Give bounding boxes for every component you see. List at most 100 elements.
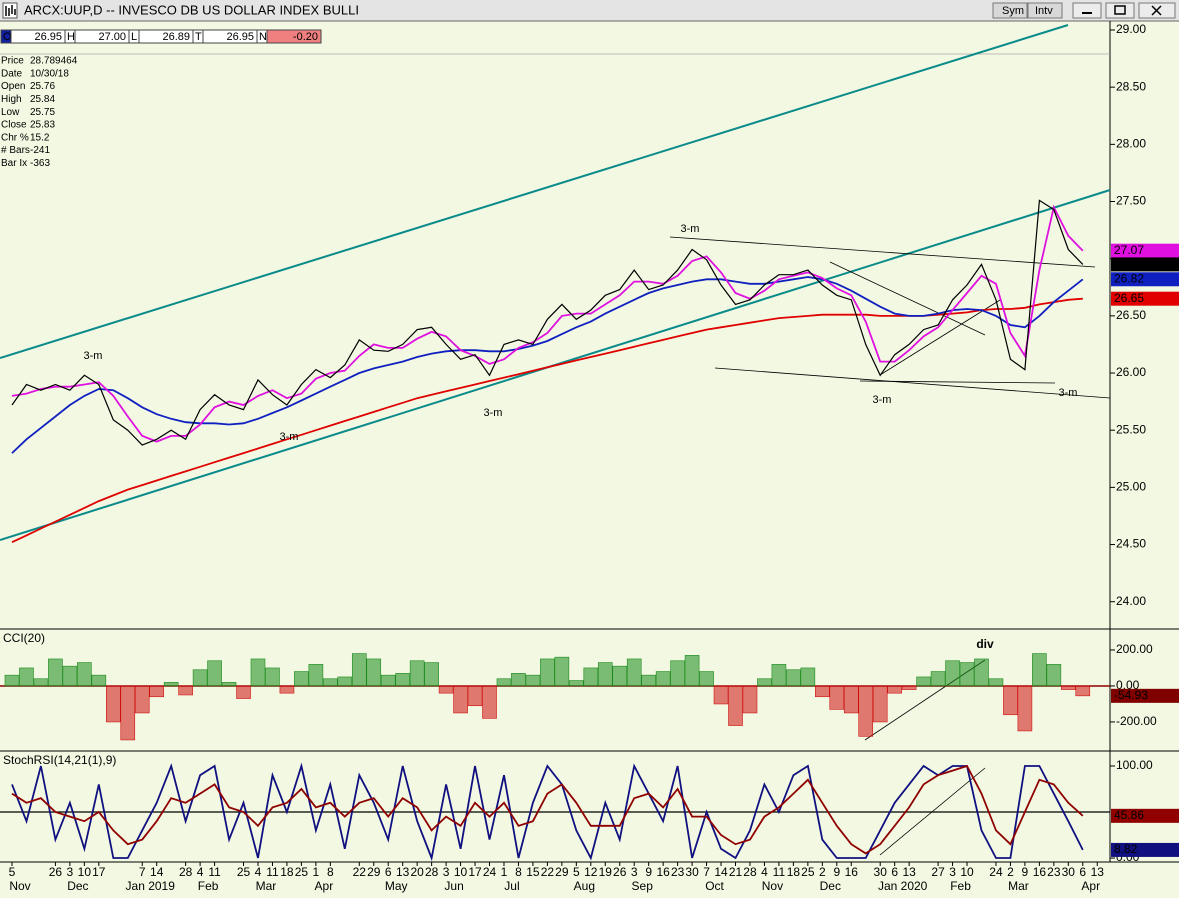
y-tick-label: 27.50 — [1116, 194, 1146, 208]
month-label: Jan 2019 — [126, 879, 176, 893]
cci-bar — [554, 656, 570, 687]
x-tick-label: 14 — [714, 865, 728, 879]
x-tick-label: 3 — [949, 865, 956, 879]
y-tick-label: 24.50 — [1116, 537, 1146, 551]
x-tick-label: 1 — [501, 865, 508, 879]
maximize-button[interactable] — [1105, 2, 1135, 19]
x-tick-label: 22 — [353, 865, 367, 879]
cci-bar — [1003, 685, 1018, 716]
cci-bar — [134, 685, 150, 714]
x-tick-label: 16 — [845, 865, 859, 879]
minimize-button[interactable] — [1072, 2, 1102, 19]
x-tick-label: 22 — [541, 865, 555, 879]
cci-bar — [757, 678, 772, 687]
x-tick-label: 11 — [208, 865, 221, 879]
series-line — [11, 276, 1084, 454]
cci-bar — [236, 685, 251, 699]
month-label: Oct — [705, 879, 724, 893]
trend-line — [829, 261, 986, 336]
cci-bar — [91, 674, 107, 687]
cci-bar — [901, 685, 917, 690]
cci-bar — [887, 685, 902, 694]
x-tick-label: 26 — [49, 865, 63, 879]
cci-bar — [62, 665, 78, 687]
x-tick-label: 9 — [1022, 865, 1029, 879]
x-tick-label: 29 — [555, 865, 569, 879]
x-tick-label: 21 — [729, 865, 743, 879]
month-label: May — [385, 879, 408, 893]
sym-button-label: Sym — [1002, 5, 1024, 17]
last-value-tag — [1111, 257, 1179, 272]
data-window-value: 25.76 — [30, 81, 55, 92]
month-label: Feb — [950, 879, 971, 893]
cci-bar — [815, 685, 830, 698]
cci-bar — [684, 655, 700, 687]
x-tick-label: 23 — [1047, 865, 1061, 879]
x-tick-label: 6 — [1079, 865, 1086, 879]
x-tick-label: 9 — [645, 865, 652, 879]
month-label: Dec — [820, 879, 841, 893]
cci-bar — [33, 678, 49, 687]
annotation: 3-m — [280, 431, 299, 443]
cci-bar — [540, 658, 555, 687]
cci-bar — [670, 660, 685, 687]
cci-bar — [583, 667, 599, 687]
cci-bar — [163, 682, 179, 687]
trend-line — [859, 380, 1056, 384]
y-tick-label: 25.00 — [1116, 480, 1146, 494]
x-tick-label: 25 — [295, 865, 309, 879]
cci-bar — [120, 685, 136, 741]
month-label: Apr — [1081, 879, 1100, 893]
cci-bar — [945, 660, 960, 687]
indicator-title: CCI(20) — [3, 631, 45, 645]
month-label: Nov — [762, 879, 783, 893]
month-label: Feb — [198, 879, 219, 893]
sym-button[interactable] — [992, 2, 1028, 19]
series-line — [11, 204, 1084, 443]
cci-bar — [626, 658, 642, 687]
channel-line — [0, 24, 1069, 359]
data-window-label: Date — [1, 68, 23, 79]
x-tick-label: 28 — [743, 865, 757, 879]
x-tick-label: 1 — [313, 865, 320, 879]
cci-bar — [641, 674, 656, 687]
cci-bar — [438, 685, 454, 694]
x-tick-label: 18 — [280, 865, 294, 879]
intv-button[interactable] — [1027, 2, 1063, 19]
series-line — [11, 764, 1084, 855]
month-label: Jan 2020 — [878, 879, 928, 893]
cci-bar — [279, 685, 295, 694]
data-window-label: High — [1, 94, 22, 105]
cci-bar — [872, 685, 888, 723]
x-tick-label: 11 — [266, 865, 279, 879]
cci-bar — [1017, 685, 1033, 732]
x-tick-label: 30 — [685, 865, 699, 879]
annotation: 3-m — [681, 223, 700, 235]
x-tick-label: 5 — [9, 865, 16, 879]
cci-bar — [105, 685, 121, 723]
title-bar — [0, 0, 1179, 21]
cci-bar — [930, 671, 946, 687]
cci-bar — [974, 658, 989, 687]
x-tick-label: 14 — [150, 865, 164, 879]
x-tick-label: 4 — [197, 865, 204, 879]
series-line — [11, 762, 1084, 862]
x-tick-label: 28 — [425, 865, 439, 879]
app-icon-glyph — [5, 5, 16, 16]
cci-bar — [149, 685, 164, 698]
quote-label: N — [259, 31, 267, 43]
quote-value: 26.89 — [162, 31, 190, 43]
quote-label: T — [195, 31, 202, 43]
x-tick-label: 16 — [1033, 865, 1047, 879]
trend-line — [879, 299, 1001, 376]
x-tick-label: 8 — [327, 865, 334, 879]
cci-bar — [265, 667, 280, 687]
quote-label: H — [67, 31, 75, 43]
intv-button-label: Intv — [1035, 5, 1053, 17]
quote-value: 26.95 — [34, 31, 62, 43]
data-window-value: 25.83 — [30, 120, 55, 131]
data-window-value: 15.2 — [30, 132, 50, 143]
y-tick-label: 100.00 — [1116, 758, 1153, 772]
